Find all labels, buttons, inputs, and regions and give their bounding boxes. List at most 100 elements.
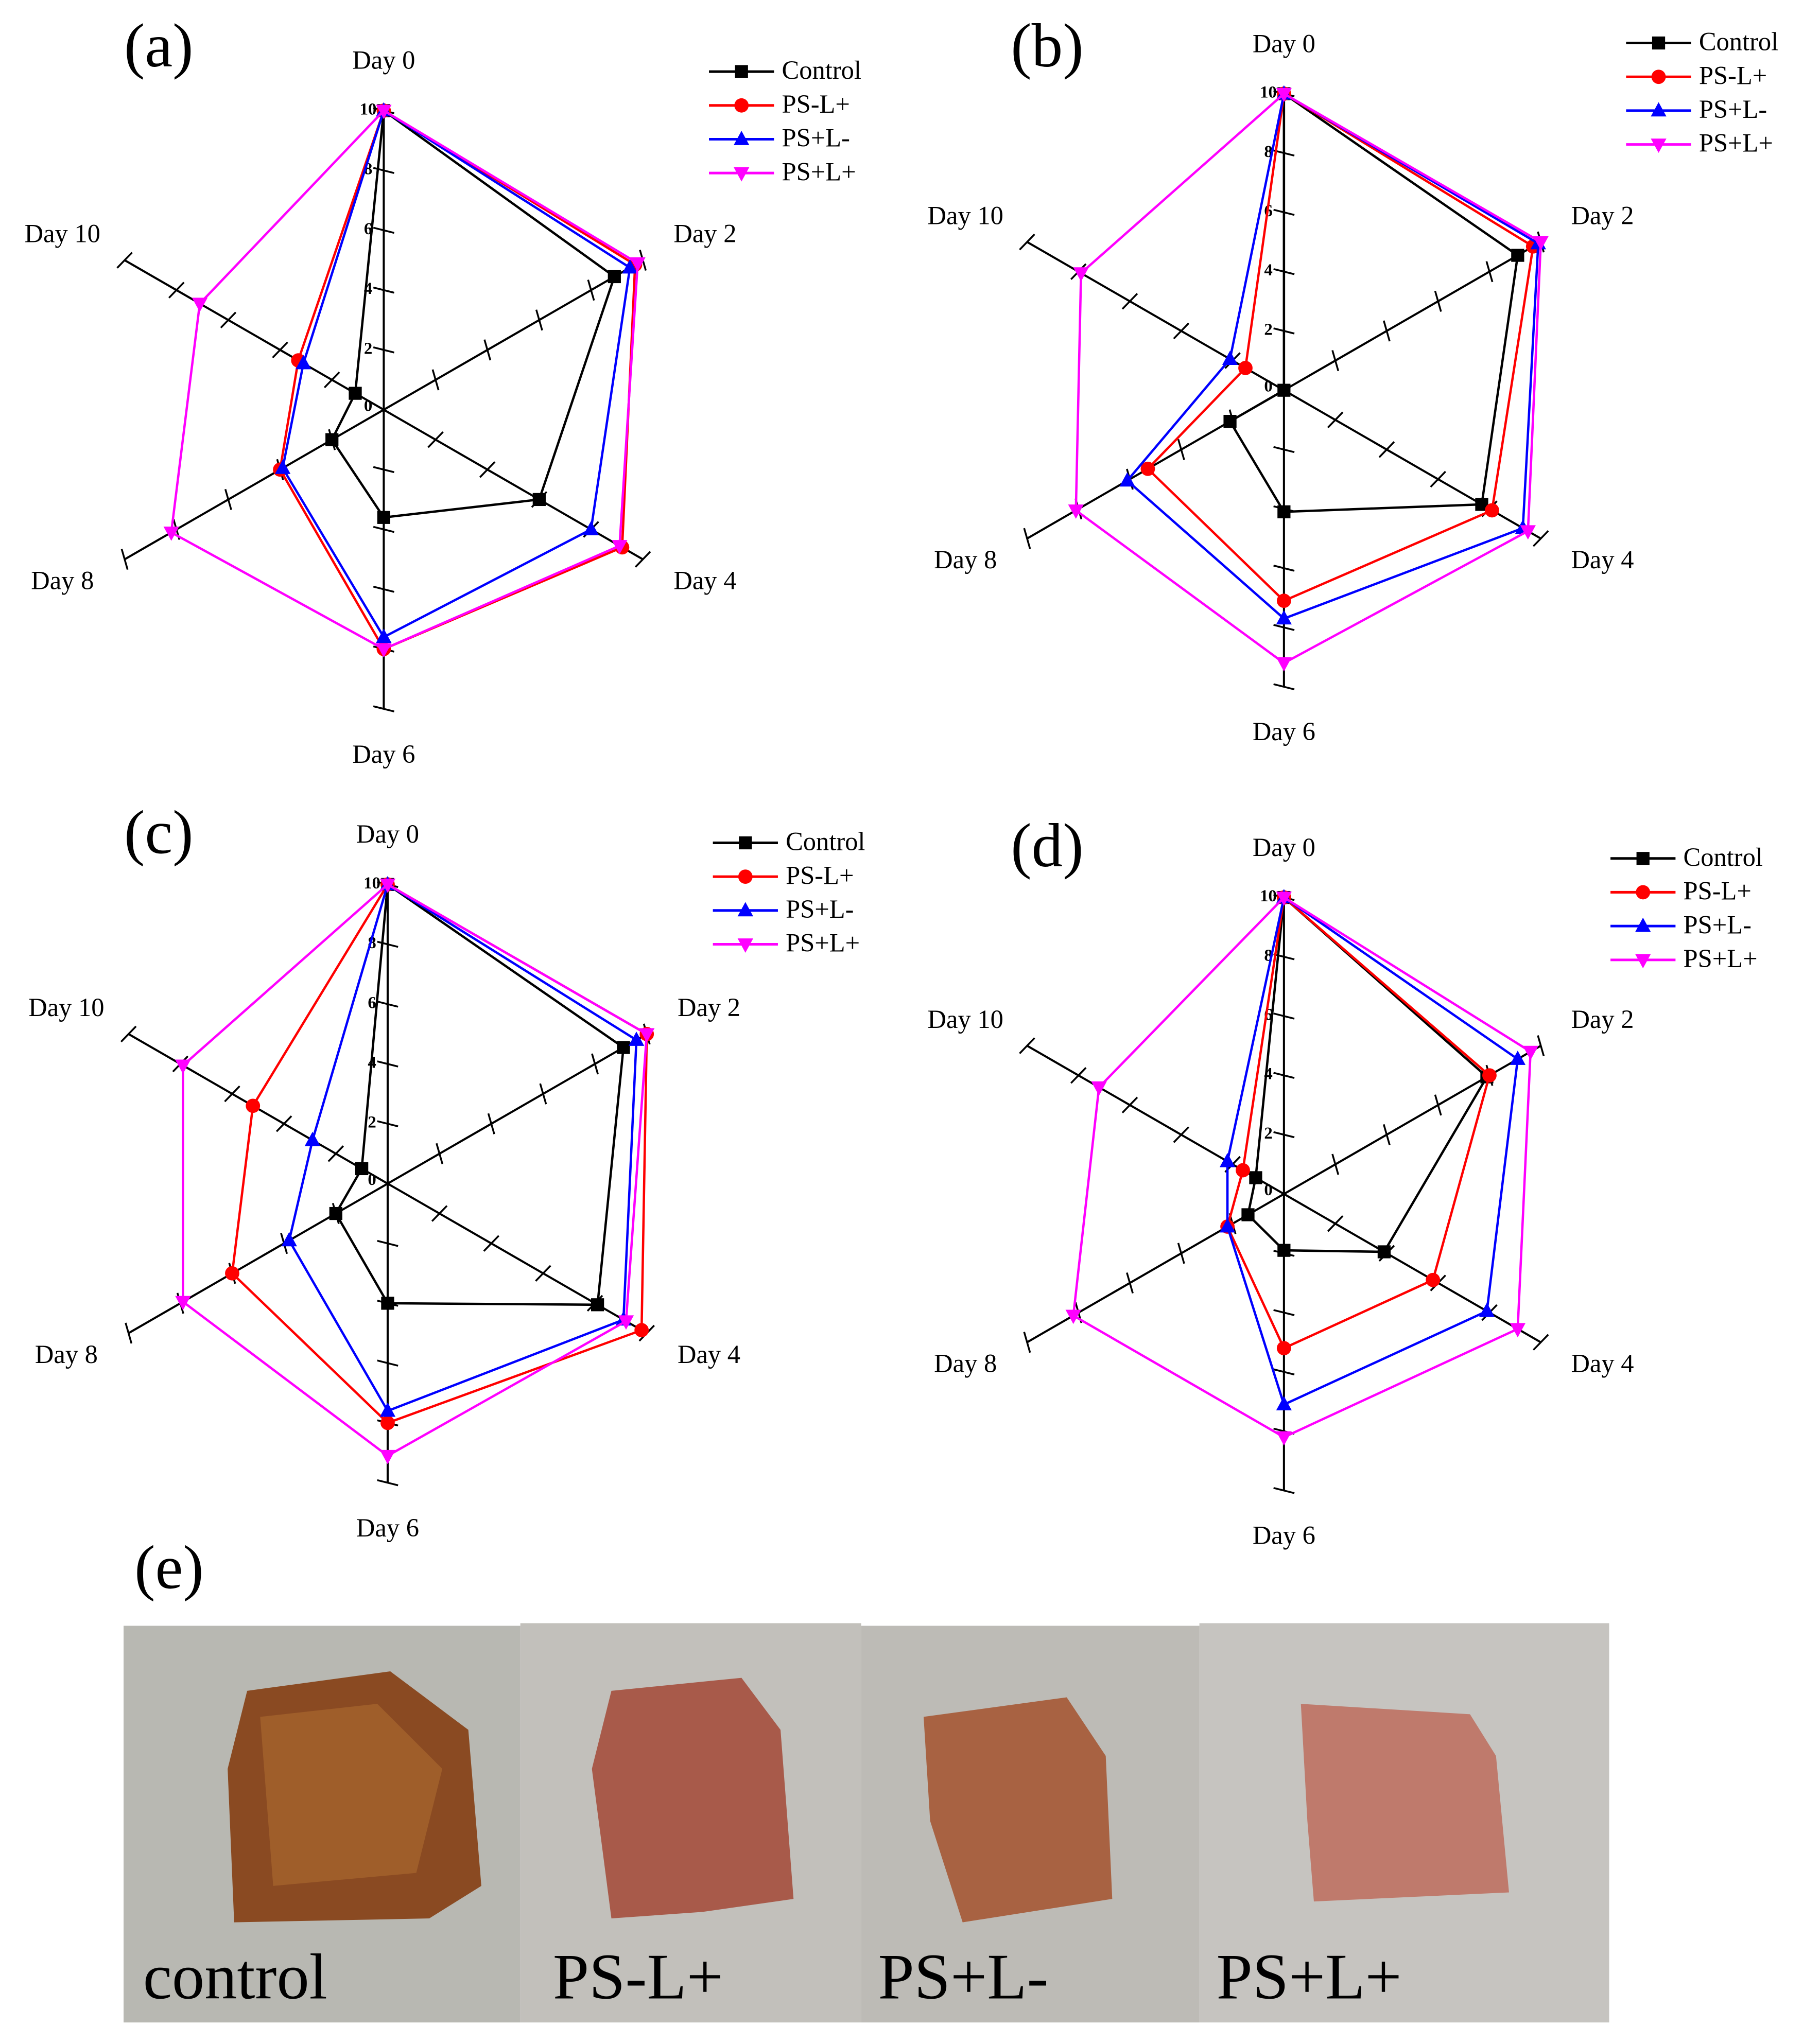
tick-mark [535, 309, 543, 331]
legend-label: PS+L- [786, 895, 854, 923]
tick-mark [120, 1025, 137, 1043]
marker [1276, 1341, 1291, 1356]
axis-line [128, 1182, 388, 1334]
tick-mark [272, 341, 288, 359]
tick-mark [436, 1143, 444, 1164]
tick-mark [373, 526, 395, 533]
axis-line [383, 259, 644, 411]
meat [260, 1704, 443, 1886]
tick-mark [1434, 290, 1442, 312]
category-label: Day 6 [352, 740, 415, 768]
marker [274, 459, 291, 474]
category-label: Day 6 [1253, 1521, 1315, 1550]
tick-label: 0 [1264, 1181, 1272, 1199]
marker [246, 1098, 261, 1113]
marker [1276, 1396, 1292, 1411]
tick-mark [1273, 1368, 1295, 1376]
marker [380, 1416, 395, 1430]
tick-mark [1023, 528, 1031, 549]
marker [175, 1296, 191, 1311]
tick-mark [373, 466, 395, 474]
series-line [1228, 91, 1519, 513]
tick-mark [479, 461, 496, 478]
category-label: Day 8 [35, 1340, 98, 1369]
tick-mark [220, 311, 237, 328]
meat [923, 1697, 1113, 1923]
tick-mark [1173, 1126, 1190, 1143]
tick-mark [1273, 1072, 1295, 1079]
marker [379, 878, 396, 893]
axis-line [1283, 389, 1541, 539]
marker [1219, 1152, 1236, 1167]
legend-label: PS+L+ [782, 157, 856, 186]
tick-mark [1382, 1124, 1391, 1145]
axis-line [124, 259, 385, 411]
legend-marker [1636, 852, 1650, 865]
marker [591, 1298, 604, 1312]
tick-mark [373, 585, 395, 593]
tick-label: 0 [1264, 377, 1272, 396]
marker [304, 1131, 321, 1146]
marker [1482, 1068, 1497, 1083]
tick-mark [1382, 320, 1391, 342]
marker [1276, 88, 1292, 102]
tick-mark [431, 369, 440, 391]
legend-label: PS-L+ [782, 90, 850, 118]
legend-marker [734, 167, 750, 182]
tick-mark [483, 1235, 500, 1252]
category-label: Day 0 [352, 46, 415, 75]
tick-mark [1273, 1131, 1295, 1139]
category-label: Day 6 [1253, 717, 1315, 746]
legend-marker [739, 836, 752, 850]
tick-mark [377, 1000, 398, 1008]
tick-mark [377, 1120, 398, 1127]
marker [1377, 1245, 1391, 1259]
category-label: Day 4 [1571, 545, 1634, 574]
category-label: Day 8 [31, 566, 94, 595]
legend-marker [738, 869, 753, 884]
category-label: Day 2 [1571, 1005, 1634, 1034]
marker [381, 1297, 394, 1310]
tick-mark [1177, 439, 1185, 460]
axis-line [387, 1033, 648, 1185]
tick-mark [373, 346, 395, 354]
tick-mark [1532, 1334, 1549, 1351]
tick-mark [323, 371, 340, 389]
category-label: Day 2 [1571, 201, 1634, 230]
tick-label: 0 [364, 397, 372, 415]
axis-line [1283, 1044, 1541, 1195]
tick-label: 10 [363, 874, 380, 893]
tick-mark [431, 1205, 448, 1222]
marker [377, 511, 391, 524]
marker [1065, 1309, 1081, 1324]
marker [1510, 1051, 1526, 1065]
meat [1301, 1704, 1509, 1902]
marker [630, 257, 646, 272]
tick-mark [224, 488, 232, 510]
tick-mark [1019, 1037, 1035, 1054]
tick-mark [1485, 261, 1494, 283]
tick-mark [483, 339, 492, 361]
tick-label: 0 [368, 1171, 376, 1189]
marker [1276, 892, 1292, 906]
tick-mark [634, 551, 651, 568]
series-line [1146, 92, 1535, 602]
tick-mark [1121, 1096, 1138, 1114]
photo-caption: control [143, 1941, 327, 2013]
legend-marker [734, 98, 749, 113]
tick-mark [535, 1265, 551, 1282]
category-label: Day 10 [28, 993, 104, 1022]
marker [628, 1032, 645, 1046]
tick-mark [125, 1322, 133, 1344]
tick-mark [1273, 1012, 1295, 1020]
tick-mark [427, 431, 444, 448]
panel-label: (a) [124, 11, 194, 80]
marker [1276, 1431, 1292, 1446]
tick-mark [1537, 1035, 1545, 1057]
legend-marker [1651, 102, 1667, 117]
legend-marker [734, 131, 750, 145]
